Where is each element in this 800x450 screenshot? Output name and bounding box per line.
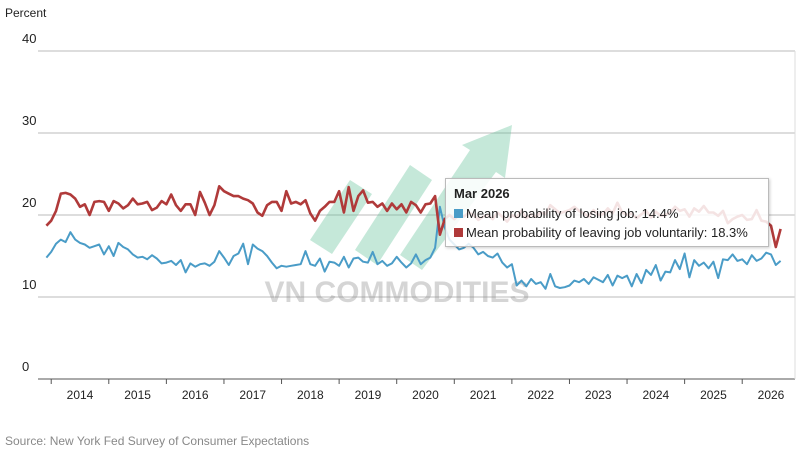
tooltip-row-losing: Mean probability of losing job: 14.4% bbox=[454, 204, 760, 223]
watermark-text: VN COMMODITIES bbox=[264, 276, 529, 309]
x-tick-label: 2024 bbox=[642, 388, 669, 402]
tooltip-row-leaving: Mean probability of leaving job voluntar… bbox=[454, 223, 760, 242]
source-note: Source: New York Fed Survey of Consumer … bbox=[5, 434, 310, 448]
series-line-losing-job bbox=[45, 205, 782, 290]
y-tick-label: 30 bbox=[22, 113, 36, 128]
x-tick-label: 2023 bbox=[585, 388, 612, 402]
x-tick-label: 2025 bbox=[700, 388, 727, 402]
tooltip: Mar 2026 Mean probability of losing job:… bbox=[445, 178, 769, 247]
y-tick-label: 10 bbox=[22, 277, 36, 292]
x-tick-label: 2018 bbox=[297, 388, 324, 402]
legend-swatch-red bbox=[454, 228, 463, 237]
x-tick-label: 2020 bbox=[412, 388, 439, 402]
tooltip-title: Mar 2026 bbox=[454, 186, 510, 201]
tooltip-row-text: Mean probability of losing job: 14.4% bbox=[466, 206, 679, 221]
y-tick-label: 20 bbox=[22, 195, 36, 210]
x-tick-label: 2019 bbox=[355, 388, 382, 402]
legend-swatch-blue bbox=[454, 209, 463, 218]
x-tick-label: 2022 bbox=[527, 388, 554, 402]
y-tick-label: 40 bbox=[22, 31, 36, 46]
x-tick-label: 2015 bbox=[124, 388, 151, 402]
x-tick-label: 2017 bbox=[239, 388, 266, 402]
y-tick-label: 0 bbox=[22, 359, 29, 374]
tooltip-row-text: Mean probability of leaving job voluntar… bbox=[466, 225, 748, 240]
x-tick-label: 2016 bbox=[182, 388, 209, 402]
x-tick-label: 2026 bbox=[758, 388, 785, 402]
y-axis-title: Percent bbox=[5, 6, 47, 20]
x-tick-label: 2014 bbox=[67, 388, 94, 402]
x-tick-label: 2021 bbox=[470, 388, 497, 402]
